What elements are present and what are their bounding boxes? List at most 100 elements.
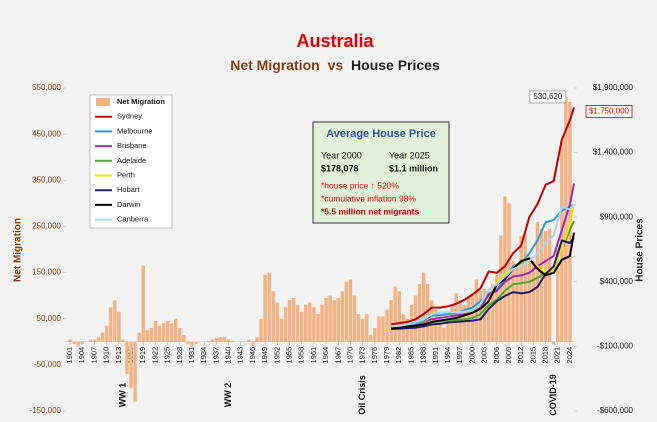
info-note: *house price ↑ 520% [321, 180, 399, 190]
bar [109, 307, 113, 342]
info-box: Average House Price Year 2000 $178,078 Y… [312, 121, 450, 224]
info-year: Year 2025 [389, 150, 430, 160]
bar [308, 302, 312, 342]
annotation: WW 2 [223, 383, 233, 408]
info-note: *5.5 million net migrants [321, 206, 420, 216]
y-tick-label: 350,000 [32, 175, 61, 184]
bar [348, 279, 353, 342]
data-label-box [585, 104, 633, 118]
x-tick-label: 1958 [297, 347, 306, 364]
bar [328, 295, 332, 342]
bar [137, 332, 141, 342]
bar [218, 337, 223, 342]
bar [503, 196, 507, 342]
legend-swatch [96, 98, 110, 106]
bar [450, 304, 454, 342]
x-tick-label: 1925 [163, 347, 172, 364]
bar [478, 291, 483, 342]
bar [279, 318, 284, 342]
x-tick-label: 1934 [199, 347, 208, 364]
bar [169, 323, 174, 342]
y-tick-label: 450,000 [32, 129, 61, 138]
bar [259, 318, 263, 342]
bar [287, 300, 292, 342]
data-label: 530,620 [533, 92, 562, 101]
x-tick-label: 1997 [455, 347, 464, 364]
x-tick-label: 1994 [443, 347, 452, 364]
data-label: $1,750,000 [589, 106, 630, 115]
bar [438, 323, 442, 342]
x-tick-label: 1967 [333, 347, 342, 364]
x-tick-label: 1937 [211, 347, 220, 364]
x-tick-label: 1973 [358, 347, 367, 364]
x-tick-label: 1961 [309, 347, 318, 364]
x-tick-label: 2015 [528, 347, 537, 364]
bar [511, 261, 515, 342]
subtitle-part: vs [328, 57, 344, 73]
x-tick-label: 2021 [553, 347, 562, 364]
bar [405, 318, 410, 342]
bar [397, 291, 401, 342]
bar [149, 327, 154, 342]
bar [206, 340, 210, 342]
bar [96, 337, 101, 342]
bar [275, 302, 280, 342]
bar [377, 316, 381, 342]
bar [186, 341, 190, 345]
data-label-box [529, 90, 567, 104]
x-tick-label: 1928 [175, 347, 184, 364]
x-tick-label: 1991 [431, 347, 440, 364]
x-tick-label: 1979 [382, 347, 391, 364]
bar [556, 249, 560, 342]
y2-tick-label: $1,400,000 [593, 148, 634, 157]
bar [539, 228, 544, 342]
bar [495, 274, 499, 342]
legend-label: Perth [117, 170, 135, 179]
legend-label: Canberra [117, 215, 149, 224]
bar [80, 341, 84, 345]
bar [519, 235, 523, 342]
bar [222, 337, 227, 342]
bar [174, 318, 178, 342]
x-tick-label: 2000 [467, 347, 476, 364]
bar [210, 339, 215, 342]
bar [230, 340, 235, 342]
bar [117, 311, 121, 342]
bar [267, 272, 271, 342]
bar [344, 281, 349, 342]
line [391, 203, 575, 328]
y-tick-label: 250,000 [32, 222, 61, 231]
bar [92, 339, 97, 342]
bar [442, 327, 446, 342]
bar [125, 341, 129, 375]
legend-label: Brisbane [117, 141, 147, 150]
bar [300, 311, 304, 342]
bar [121, 339, 125, 342]
x-tick-label: 2009 [504, 347, 513, 364]
bar [365, 314, 369, 342]
bar [88, 339, 93, 342]
x-tick-label: 1901 [65, 347, 74, 364]
bar [527, 256, 531, 342]
y-tick-label: 50,000 [37, 314, 62, 323]
x-tick-label: 1964 [321, 347, 330, 364]
bar [340, 291, 345, 342]
bar [161, 323, 166, 342]
x-tick-label: 1922 [150, 347, 159, 364]
x-tick-label: 1931 [187, 347, 196, 364]
y-tick-label: 550,000 [32, 83, 61, 92]
legend-label: Net Migration [117, 97, 165, 106]
bar [446, 321, 450, 342]
bar [336, 297, 340, 342]
bar [194, 341, 198, 345]
bar [68, 339, 72, 342]
y2-tick-label: -$600,000 [597, 406, 634, 415]
x-tick-label: 1949 [260, 347, 269, 364]
line [390, 107, 575, 326]
x-tick-label: 2012 [516, 347, 525, 364]
x-tick-label: 1907 [89, 347, 98, 364]
bar [165, 321, 170, 342]
bar [499, 235, 503, 342]
y2-axis-label: House Prices [635, 218, 646, 282]
